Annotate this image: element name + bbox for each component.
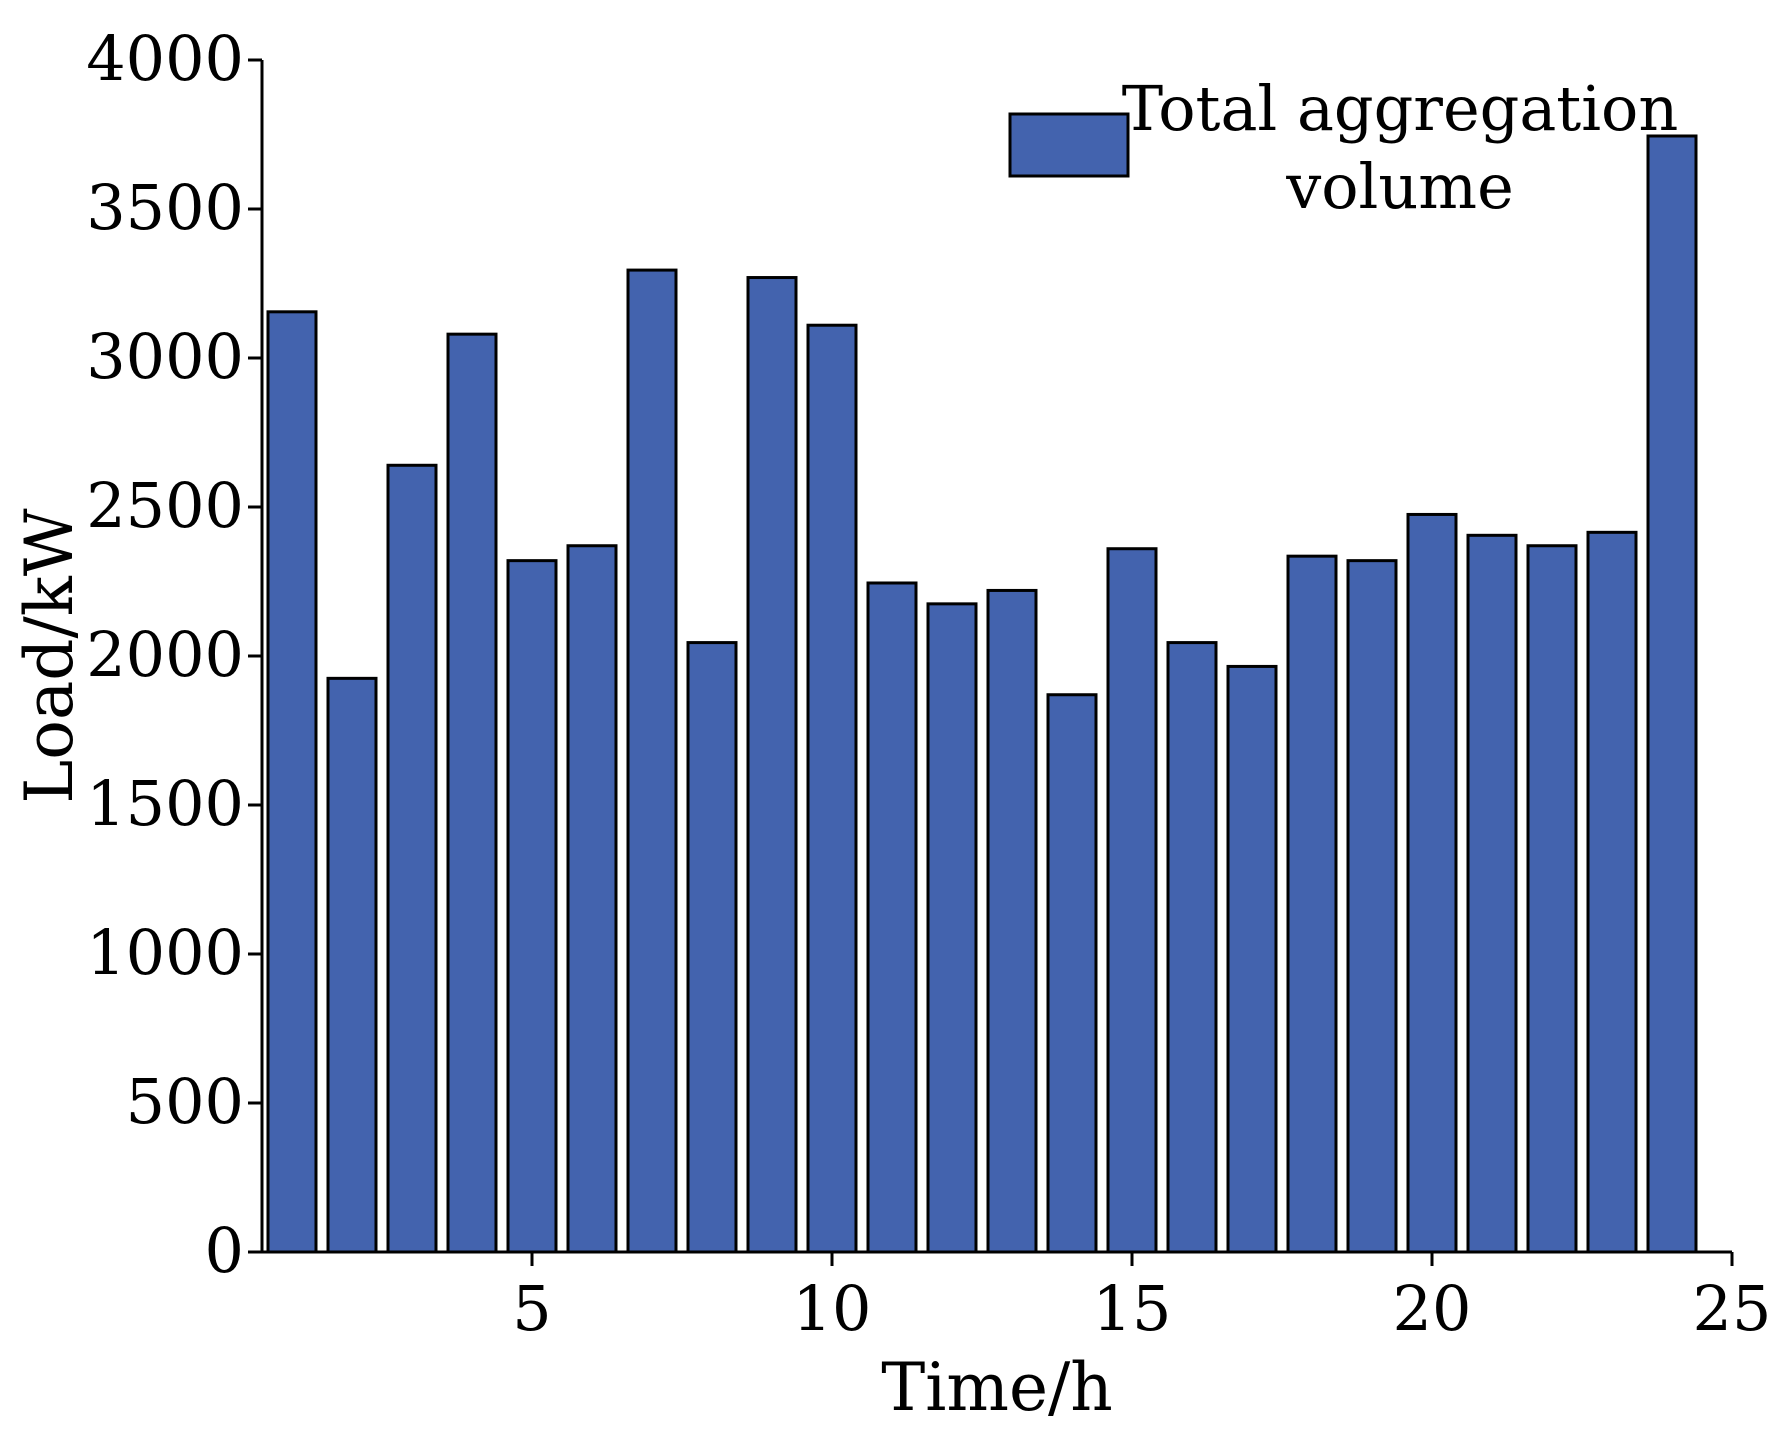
x-tick-label-20: 20 [1393,1272,1472,1345]
legend-swatch [1008,112,1130,178]
bar-3 [386,463,438,1254]
bar-20 [1406,512,1458,1254]
bar-21 [1466,533,1518,1254]
y-tick-label-500: 500 [126,1065,244,1138]
y-tick-label-4000: 4000 [86,22,244,95]
bar-23 [1586,530,1638,1254]
bar-2 [326,676,378,1254]
bar-13 [986,588,1038,1254]
bar-11 [866,581,918,1254]
y-tick-label-0: 0 [205,1214,244,1287]
x-tick-label-15: 15 [1093,1272,1172,1345]
bars-group [266,134,1698,1254]
legend: Total aggregation volume [1008,72,1679,223]
y-tick-label-2500: 2500 [86,469,244,542]
bar-7 [626,268,678,1254]
bar-24 [1646,134,1698,1254]
x-axis-title: Time/h [881,1349,1113,1426]
bar-18 [1286,554,1338,1254]
bar-22 [1526,544,1578,1254]
y-tick-label-1000: 1000 [86,916,244,989]
y-tick-label-1500: 1500 [86,767,244,840]
bar-4 [446,332,498,1254]
bar-14 [1046,693,1098,1254]
bar-19 [1346,559,1398,1254]
bar-12 [926,602,978,1254]
legend-label-line-1: Total aggregation [1122,72,1679,145]
y-ticks-group: 0 500 1000 1500 2000 2500 3000 3500 4000 [86,22,262,1287]
y-tick-label-2000: 2000 [86,618,244,691]
x-tick-label-5: 5 [512,1272,551,1345]
bar-15 [1106,547,1158,1254]
y-tick-label-3000: 3000 [86,320,244,393]
x-tick-label-10: 10 [793,1272,872,1345]
legend-label-line-2: volume [1285,150,1514,223]
bar-16 [1166,641,1218,1254]
bar-8 [686,641,738,1254]
y-tick-label-3500: 3500 [86,171,244,244]
bar-17 [1226,664,1278,1254]
bar-6 [566,544,618,1254]
x-tick-label-25: 25 [1693,1272,1772,1345]
bar-1 [266,310,318,1254]
bar-5 [506,559,558,1254]
y-axis-title: Load/kW [11,508,88,803]
bar-10 [806,323,858,1254]
bar-9 [746,276,798,1254]
x-ticks-group: 5 10 15 20 25 [512,1252,1771,1345]
